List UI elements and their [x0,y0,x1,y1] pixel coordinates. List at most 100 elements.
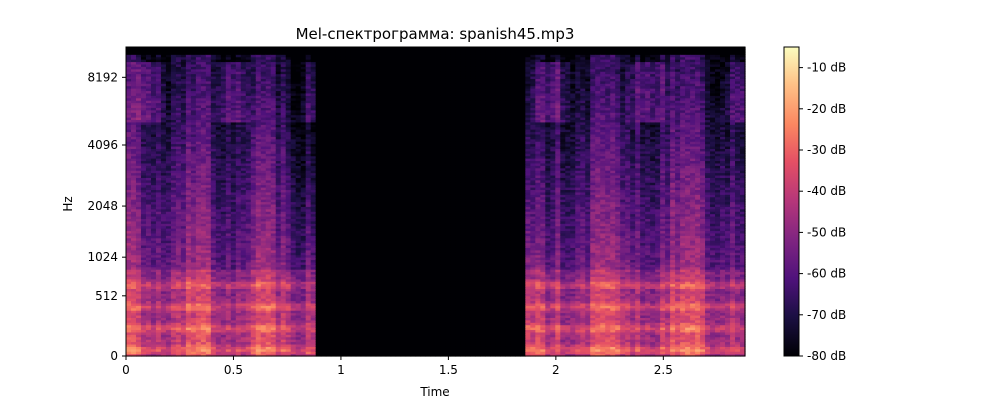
heatmap-cell [255,191,262,195]
heatmap-cell [205,300,212,304]
heatmap-cell [305,264,312,268]
heatmap-cell [160,339,167,343]
heatmap-cell [215,194,222,198]
heatmap-cell [145,78,152,82]
heatmap-cell [315,259,322,263]
heatmap-cell [230,182,237,186]
heatmap-cell [235,353,242,357]
heatmap-cell [225,148,232,152]
heatmap-cell [230,102,237,106]
heatmap-cell [255,225,262,229]
heatmap-cell [295,223,302,227]
heatmap-cell [280,47,287,51]
heatmap-cell [220,56,227,60]
heatmap-cell [135,273,142,277]
heatmap-cell [260,215,267,219]
heatmap-cell [170,203,177,207]
heatmap-cell [205,83,212,87]
heatmap-cell [310,83,317,87]
heatmap-cell [210,61,217,65]
heatmap-cell [150,334,157,338]
heatmap-cell [245,131,252,135]
heatmap-cell [155,351,162,355]
heatmap-cell [250,348,257,352]
heatmap-cell [275,264,282,268]
heatmap-cell [270,90,277,94]
heatmap-cell [235,68,242,72]
heatmap-cell [170,343,177,347]
heatmap-cell [295,232,302,236]
heatmap-cell [260,225,267,229]
heatmap-cell [270,230,277,234]
heatmap-cell [220,295,227,299]
heatmap-cell [190,136,197,140]
heatmap-cell [300,228,307,232]
heatmap-cell [235,208,242,212]
heatmap-cell [285,177,292,181]
heatmap-cell [215,141,222,145]
heatmap-cell [260,196,267,200]
heatmap-cell [180,244,187,248]
heatmap-cell [160,59,167,63]
heatmap-cell [155,63,162,67]
heatmap-cell [280,290,287,294]
heatmap-cell [270,136,277,140]
heatmap-cell [150,56,157,60]
heatmap-cell [210,334,217,338]
heatmap-cell [310,310,317,314]
heatmap-cell [295,177,302,181]
heatmap-cell [275,165,282,169]
heatmap-cell [240,276,247,280]
heatmap-cell [290,228,297,232]
heatmap-cell [185,298,192,302]
heatmap-cell [175,177,182,181]
heatmap-cell [126,269,132,273]
heatmap-cell [165,242,172,246]
heatmap-cell [220,203,227,207]
heatmap-cell [240,201,247,205]
heatmap-cell [210,162,217,166]
heatmap-cell [290,54,297,58]
heatmap-cell [215,339,222,343]
heatmap-cell [140,59,147,63]
heatmap-cell [165,348,172,352]
heatmap-cell [190,61,197,65]
heatmap-cell [195,348,202,352]
heatmap-cell [275,302,282,306]
heatmap-cell [290,249,297,253]
heatmap-cell [310,71,317,75]
heatmap-cell [126,150,132,154]
heatmap-cell [155,73,162,77]
heatmap-cell [170,138,177,142]
heatmap-cell [315,218,322,222]
heatmap-cell [170,158,177,162]
heatmap-cell [160,97,167,101]
heatmap-cell [255,54,262,58]
heatmap-cell [150,68,157,72]
heatmap-cell [205,92,212,96]
heatmap-cell [230,104,237,108]
heatmap-cell [145,257,152,261]
heatmap-cell [155,336,162,340]
heatmap-cell [180,121,187,125]
heatmap-cell [285,285,292,289]
heatmap-cell [220,278,227,282]
heatmap-cell [255,143,262,147]
heatmap-cell [275,329,282,333]
heatmap-cell [295,179,302,183]
heatmap-cell [155,104,162,108]
heatmap-cell [255,252,262,256]
heatmap-cell [155,208,162,212]
heatmap-cell [220,199,227,203]
heatmap-cell [255,242,262,246]
heatmap-cell [225,281,232,285]
heatmap-cell [315,244,322,248]
heatmap-cell [160,353,167,357]
heatmap-cell [285,119,292,123]
heatmap-cell [265,240,272,244]
heatmap-cell [225,59,232,63]
heatmap-cell [265,131,272,135]
heatmap-cell [230,223,237,227]
heatmap-cell [275,319,282,323]
heatmap-cell [160,150,167,154]
